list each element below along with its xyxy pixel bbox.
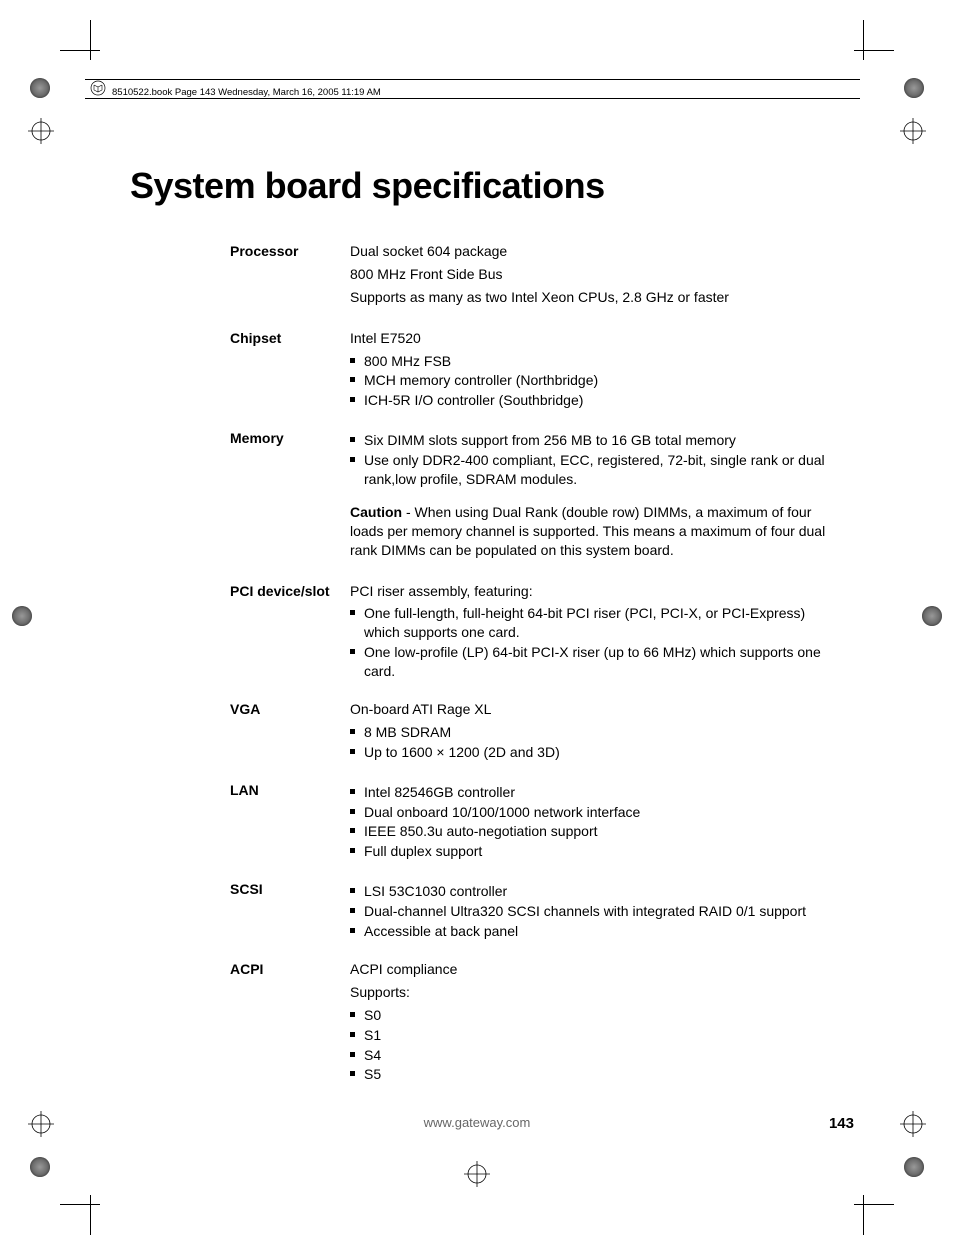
table-row: SCSI LSI 53C1030 controller Dual-channel…: [230, 880, 830, 960]
text: Supports as many as two Intel Xeon CPUs,…: [350, 288, 830, 307]
dot-icon: [12, 606, 32, 626]
row-value: Intel 82546GB controller Dual onboard 10…: [350, 781, 830, 881]
table-row: PCI device/slot PCI riser assembly, feat…: [230, 582, 830, 700]
list-item: Up to 1600 × 1200 (2D and 3D): [350, 743, 830, 762]
row-label: PCI device/slot: [230, 582, 350, 700]
list-item: One low-profile (LP) 64-bit PCI-X riser …: [350, 643, 830, 681]
crop-line: [60, 50, 100, 51]
table-row: VGA On-board ATI Rage XL 8 MB SDRAM Up t…: [230, 700, 830, 781]
header-rule: [85, 79, 860, 80]
row-label: LAN: [230, 781, 350, 881]
crop-line: [60, 1204, 100, 1205]
page-title: System board specifications: [130, 165, 830, 207]
running-header: 8510522.book Page 143 Wednesday, March 1…: [112, 87, 381, 98]
list-item: One full-length, full-height 64-bit PCI …: [350, 604, 830, 642]
row-value: Dual socket 604 package 800 MHz Front Si…: [350, 242, 830, 329]
list-item: 800 MHz FSB: [350, 352, 830, 371]
row-value: LSI 53C1030 controller Dual-channel Ultr…: [350, 880, 830, 960]
crop-line: [854, 50, 894, 51]
table-row: Processor Dual socket 604 package 800 MH…: [230, 242, 830, 329]
caution-text: Caution - When using Dual Rank (double r…: [350, 503, 830, 560]
list-item: S4: [350, 1046, 830, 1065]
row-label: Memory: [230, 429, 350, 581]
spec-table: Processor Dual socket 604 package 800 MH…: [230, 242, 830, 1103]
row-label: Processor: [230, 242, 350, 329]
crop-line: [863, 1195, 864, 1235]
text: PCI riser assembly, featuring:: [350, 582, 830, 601]
list-item: Dual onboard 10/100/1000 network interfa…: [350, 803, 830, 822]
dot-icon: [30, 1157, 50, 1177]
text: Intel E7520: [350, 329, 830, 348]
table-row: LAN Intel 82546GB controller Dual onboar…: [230, 781, 830, 881]
list-item: Six DIMM slots support from 256 MB to 16…: [350, 431, 830, 450]
text: Supports:: [350, 983, 830, 1002]
table-row: Memory Six DIMM slots support from 256 M…: [230, 429, 830, 581]
list-item: LSI 53C1030 controller: [350, 882, 830, 901]
table-row: ACPI ACPI compliance Supports: S0 S1 S4 …: [230, 960, 830, 1103]
content-area: System board specifications Processor Du…: [130, 165, 830, 1103]
list-item: Full duplex support: [350, 842, 830, 861]
header-rule: [85, 98, 860, 99]
list-item: S0: [350, 1006, 830, 1025]
text: 800 MHz Front Side Bus: [350, 265, 830, 284]
registration-icon: [900, 118, 926, 144]
row-value: Six DIMM slots support from 256 MB to 16…: [350, 429, 830, 581]
table-row: Chipset Intel E7520 800 MHz FSB MCH memo…: [230, 329, 830, 430]
dot-icon: [30, 78, 50, 98]
list-item: ICH-5R I/O controller (Southbridge): [350, 391, 830, 410]
row-label: Chipset: [230, 329, 350, 430]
row-value: On-board ATI Rage XL 8 MB SDRAM Up to 16…: [350, 700, 830, 781]
footer-url: www.gateway.com: [0, 1115, 954, 1130]
list-item: Dual-channel Ultra320 SCSI channels with…: [350, 902, 830, 921]
dot-icon: [904, 1157, 924, 1177]
row-label: SCSI: [230, 880, 350, 960]
page-number: 143: [829, 1115, 854, 1132]
row-value: PCI riser assembly, featuring: One full-…: [350, 582, 830, 700]
list-item: Use only DDR2-400 compliant, ECC, regist…: [350, 451, 830, 489]
text: Dual socket 604 package: [350, 242, 830, 261]
crop-line: [854, 1204, 894, 1205]
dot-icon: [904, 78, 924, 98]
dot-icon: [922, 606, 942, 626]
row-label: ACPI: [230, 960, 350, 1103]
crop-line: [863, 20, 864, 60]
list-item: MCH memory controller (Northbridge): [350, 371, 830, 390]
text: ACPI compliance: [350, 960, 830, 979]
row-value: Intel E7520 800 MHz FSB MCH memory contr…: [350, 329, 830, 430]
list-item: S5: [350, 1065, 830, 1084]
list-item: 8 MB SDRAM: [350, 723, 830, 742]
page: 8510522.book Page 143 Wednesday, March 1…: [0, 0, 954, 1235]
list-item: S1: [350, 1026, 830, 1045]
row-label: VGA: [230, 700, 350, 781]
row-value: ACPI compliance Supports: S0 S1 S4 S5: [350, 960, 830, 1103]
list-item: Accessible at back panel: [350, 922, 830, 941]
crop-line: [90, 20, 91, 60]
list-item: IEEE 850.3u auto-negotiation support: [350, 822, 830, 841]
crop-line: [90, 1195, 91, 1235]
registration-icon: [28, 118, 54, 144]
registration-icon: [464, 1161, 490, 1187]
book-icon: [90, 80, 106, 96]
list-item: Intel 82546GB controller: [350, 783, 830, 802]
text: On-board ATI Rage XL: [350, 700, 830, 719]
